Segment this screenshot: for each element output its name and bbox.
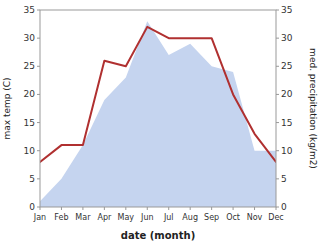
x-tick <box>233 207 234 210</box>
y2-tick <box>276 178 279 179</box>
y2-tick-label: 0 <box>281 202 287 212</box>
y-tick-label: 0 <box>29 202 35 212</box>
x-tick <box>147 207 148 210</box>
y-tick-label: 35 <box>24 5 35 15</box>
precipitation-area <box>40 21 276 207</box>
plot-frame <box>40 10 276 207</box>
y2-tick-label: 35 <box>281 5 292 15</box>
y-tick-label: 10 <box>24 146 36 156</box>
x-tick-label: Mar <box>75 213 91 222</box>
chart-container: 0 5 10 15 20 25 30 35 0 5 10 15 20 25 30 35 Jan Feb Mar Apr… <box>0 0 318 247</box>
x-tick-label: Nov <box>247 213 263 222</box>
y-tick <box>37 38 40 39</box>
y2-tick-label: 25 <box>281 61 292 71</box>
y-tick <box>37 178 40 179</box>
x-tick <box>40 207 41 210</box>
y2-tick-label: 20 <box>281 89 293 99</box>
x-tick-label: Jan <box>33 213 46 222</box>
x-tick-label: May <box>118 213 135 222</box>
y-tick <box>37 66 40 67</box>
x-tick-label: Sep <box>204 213 219 222</box>
y-tick <box>37 122 40 123</box>
y-tick-label: 15 <box>24 118 35 128</box>
y2-tick <box>276 94 279 95</box>
y2-tick <box>276 38 279 39</box>
x-tick <box>82 207 83 210</box>
x-tick <box>211 207 212 210</box>
x-tick <box>190 207 191 210</box>
x-tick <box>276 207 277 210</box>
y-tick <box>37 94 40 95</box>
x-tick <box>254 207 255 210</box>
y2-tick <box>276 10 279 11</box>
x-tick-label: Oct <box>226 213 240 222</box>
y-tick-label: 20 <box>24 89 36 99</box>
temperature-line <box>40 27 276 162</box>
x-tick <box>104 207 105 210</box>
y-axis-label: max temp (C) <box>2 77 12 139</box>
y-tick-label: 30 <box>24 33 36 43</box>
x-tick-label: Dec <box>268 213 283 222</box>
y2-tick <box>276 122 279 123</box>
y-tick <box>37 150 40 151</box>
x-tick <box>125 207 126 210</box>
x-tick-label: Feb <box>54 213 68 222</box>
y2-tick <box>276 150 279 151</box>
x-axis-label: date (month) <box>121 230 195 241</box>
x-tick-label: Jul <box>163 213 174 222</box>
x-tick-label: Apr <box>97 213 112 222</box>
y2-tick-label: 10 <box>281 146 293 156</box>
x-tick-label: Jun <box>140 213 154 222</box>
plot-area <box>40 21 276 207</box>
y2-tick-label: 15 <box>281 118 292 128</box>
y-tick-label: 5 <box>29 174 35 184</box>
x-tick <box>168 207 169 210</box>
x-tick <box>61 207 62 210</box>
y-tick <box>37 10 40 11</box>
y-tick-label: 25 <box>24 61 35 71</box>
x-tick-label: Aug <box>182 213 198 222</box>
y2-tick-label: 30 <box>281 33 293 43</box>
y2-tick-label: 5 <box>281 174 287 184</box>
y2-axis-label: med. precipitation (kg/m2) <box>308 48 318 169</box>
y2-tick <box>276 66 279 67</box>
chart: 0 5 10 15 20 25 30 35 0 5 10 15 20 25 30 35 Jan Feb Mar Apr… <box>0 0 318 247</box>
